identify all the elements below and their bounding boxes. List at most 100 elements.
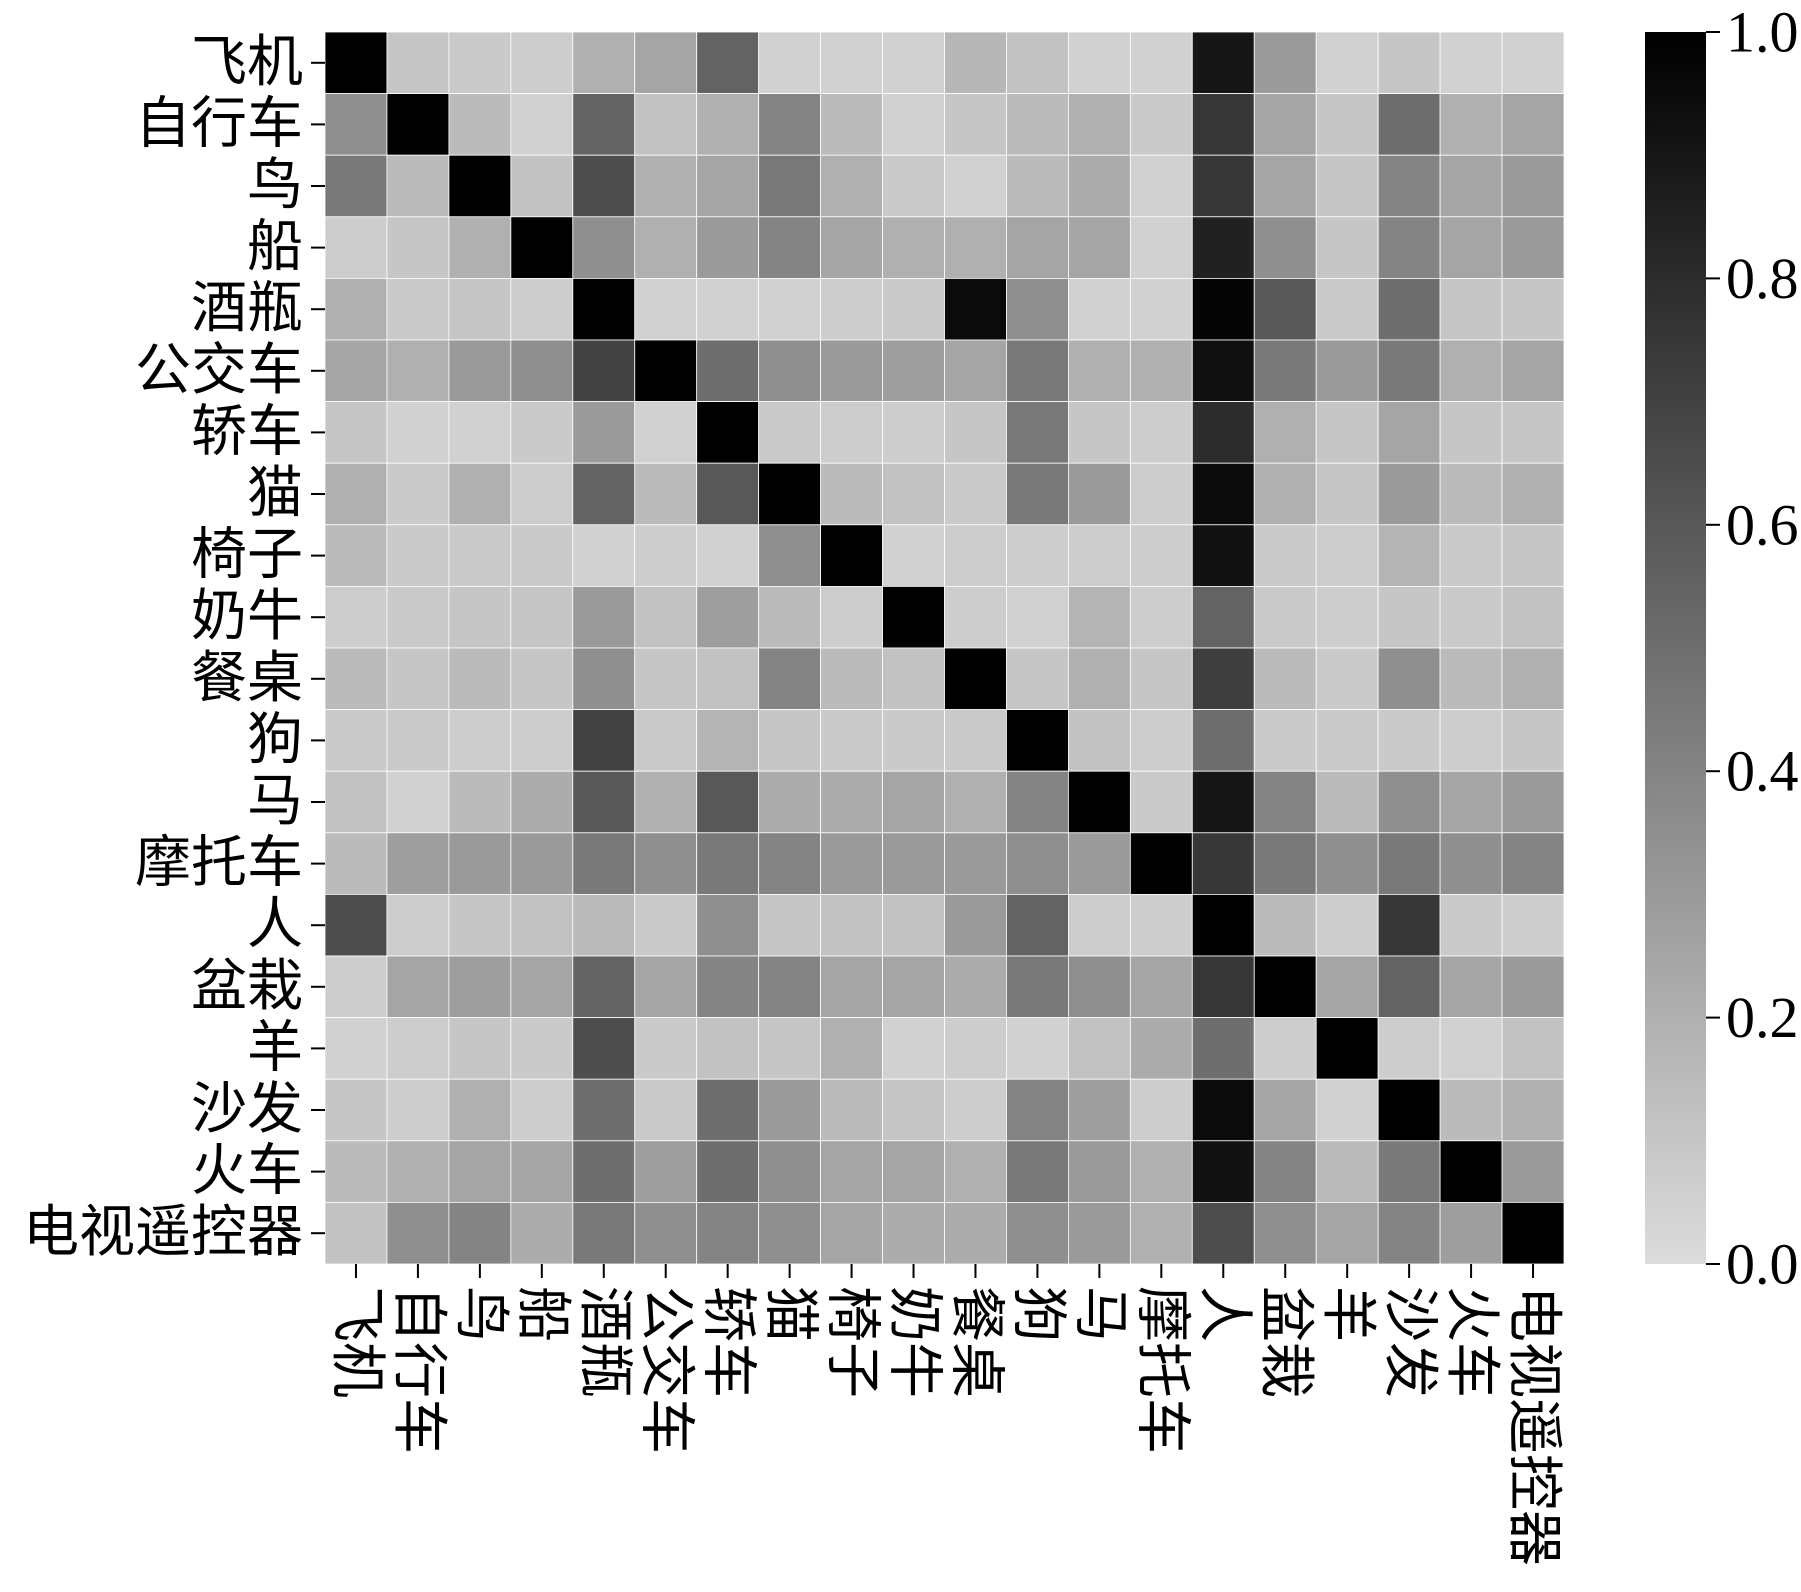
heatmap-cell (820, 586, 883, 649)
heatmap-cell (1006, 93, 1069, 156)
heatmap-cell (820, 955, 883, 1018)
heatmap-cell (1315, 586, 1379, 649)
heatmap-cell (572, 1202, 636, 1265)
y-tick-label: 羊 (247, 1017, 303, 1079)
heatmap-cell (1439, 1017, 1503, 1080)
heatmap-cell (1439, 1140, 1503, 1203)
heatmap-cell (1129, 1202, 1193, 1265)
heatmap-cell (696, 647, 760, 710)
y-tick-label: 公交车 (135, 340, 303, 402)
heatmap-cell (696, 277, 760, 341)
heatmap-cell (1253, 1017, 1317, 1080)
heatmap-cell (1501, 154, 1565, 218)
heatmap-cell (1068, 93, 1131, 156)
heatmap-cell (1377, 277, 1441, 341)
heatmap-cell (882, 832, 945, 895)
heatmap-cell (1129, 709, 1193, 772)
heatmap-cell (758, 586, 822, 649)
heatmap-cell (386, 1078, 450, 1142)
heatmap-cell (1501, 955, 1565, 1018)
heatmap-cell (944, 93, 1007, 156)
heatmap-cell (820, 154, 883, 218)
heatmap-cell (1501, 586, 1565, 649)
heatmap-cell (1129, 1140, 1193, 1203)
heatmap-cell (1006, 1140, 1069, 1203)
heatmap-cell (1191, 1078, 1255, 1142)
heatmap-cell (572, 339, 636, 402)
heatmap-cell (1068, 770, 1131, 834)
heatmap-cell (1006, 216, 1069, 279)
heatmap-cell (386, 894, 450, 957)
heatmap-cell (758, 832, 822, 895)
heatmap-cell (758, 647, 822, 710)
heatmap-cell (1253, 154, 1317, 218)
heatmap-cell (510, 154, 574, 218)
heatmap-cell (882, 31, 945, 94)
y-tick-label: 自行车 (135, 93, 303, 155)
heatmap-cell (1253, 462, 1317, 526)
heatmap-cell (634, 770, 698, 834)
heatmap-cell (510, 31, 574, 94)
heatmap-cell (386, 955, 450, 1018)
heatmap-cell (324, 647, 388, 710)
heatmap-cell (510, 339, 574, 402)
heatmap-cell (882, 462, 945, 526)
heatmap-cell (324, 1202, 388, 1265)
heatmap-cell (1377, 1140, 1441, 1203)
heatmap-cell (634, 339, 698, 402)
heatmap-cell (1439, 31, 1503, 94)
heatmap-cell (882, 277, 945, 341)
heatmap-cell (1315, 1078, 1379, 1142)
heatmap-cell (1501, 401, 1565, 464)
heatmap-cell (510, 462, 574, 526)
heatmap-cell (820, 216, 883, 279)
heatmap-cell (448, 93, 512, 156)
heatmap-cell (696, 462, 760, 526)
colorbar-tick-label: 1.0 (1726, 0, 1799, 65)
heatmap-cell (510, 1017, 574, 1080)
x-tick-label: 轿车 (697, 1286, 759, 1398)
heatmap-cell (1253, 31, 1317, 94)
heatmap-cell (1006, 1017, 1069, 1080)
y-tick-label: 餐桌 (191, 648, 303, 710)
heatmap-cell (634, 401, 698, 464)
heatmap-cell (1006, 647, 1069, 710)
heatmap-cell (1068, 709, 1131, 772)
heatmap-cell (324, 955, 388, 1018)
heatmap-cell (944, 832, 1007, 895)
heatmap-cell (1501, 1017, 1565, 1080)
y-tick-label: 奶牛 (191, 586, 303, 648)
heatmap-cell (1129, 894, 1193, 957)
heatmap-cell (1439, 586, 1503, 649)
heatmap-cell (1377, 216, 1441, 279)
heatmap-cell (1377, 93, 1441, 156)
heatmap-cell (1377, 586, 1441, 649)
heatmap-cell (1006, 832, 1069, 895)
heatmap-cell (634, 647, 698, 710)
heatmap-cell (1006, 586, 1069, 649)
heatmap-cell (696, 524, 760, 587)
heatmap-cell (1253, 709, 1317, 772)
heatmap-cell (386, 832, 450, 895)
heatmap-cell (1191, 1140, 1255, 1203)
heatmap-cell (1377, 832, 1441, 895)
heatmap-cell (1439, 1078, 1503, 1142)
heatmap-cell (1006, 709, 1069, 772)
heatmap-cell (696, 216, 760, 279)
heatmap-cell (386, 31, 450, 94)
heatmap-cell (1377, 1017, 1441, 1080)
heatmap-cell (324, 709, 388, 772)
x-tick-label: 猫 (759, 1286, 821, 1342)
heatmap-cell (1191, 832, 1255, 895)
heatmap-cell (1129, 401, 1193, 464)
heatmap-cell (324, 524, 388, 587)
y-tick-label: 马 (247, 771, 303, 833)
heatmap-cell (448, 216, 512, 279)
heatmap-cell (882, 1078, 945, 1142)
heatmap-cell (1439, 154, 1503, 218)
heatmap-cell (820, 1078, 883, 1142)
x-tick-label: 马 (1068, 1286, 1130, 1342)
heatmap-cell (386, 216, 450, 279)
heatmap-cell (1129, 1078, 1193, 1142)
